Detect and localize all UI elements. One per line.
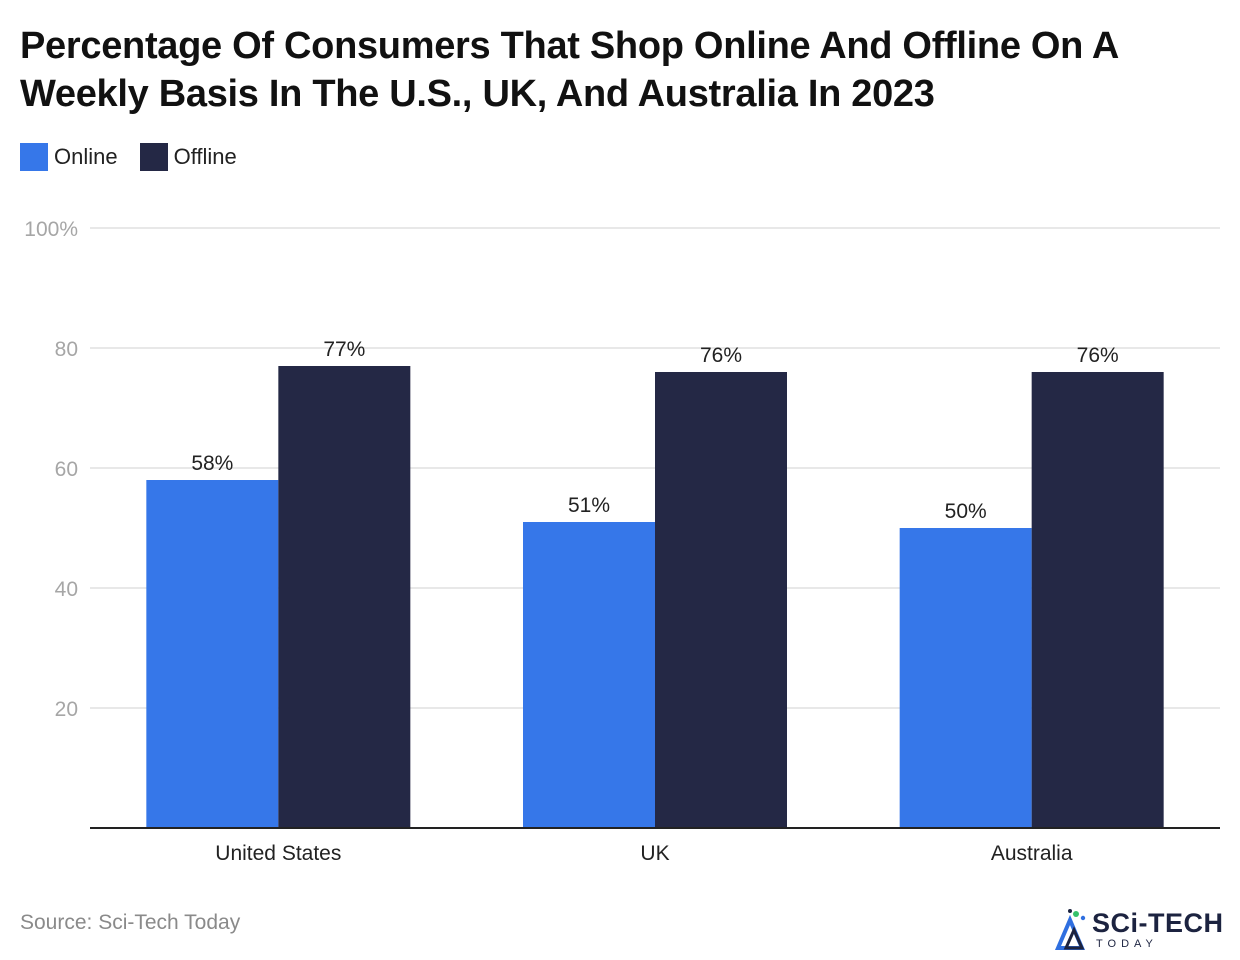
brand-logo: SCi-TECH TODAY (1052, 906, 1232, 956)
data-label: 76% (1077, 344, 1119, 367)
x-tick-label: United States (215, 842, 341, 865)
data-label: 58% (191, 452, 233, 475)
legend-item-online: Online (20, 143, 118, 171)
y-tick-label: 40 (55, 578, 78, 601)
logo-tagline: TODAY (1096, 938, 1158, 950)
bar-offline (278, 366, 411, 828)
bar-offline (655, 372, 787, 828)
bar-offline (1031, 372, 1164, 828)
y-tick-label: 20 (55, 698, 78, 721)
legend-swatch-online (20, 143, 48, 171)
data-label: 51% (568, 494, 610, 517)
legend-item-offline: Offline (139, 143, 237, 171)
chart-title: Percentage Of Consumers That Shop Online… (20, 25, 1118, 115)
y-tick-label: 60 (55, 458, 78, 481)
bar-online (899, 528, 1032, 828)
legend: Online Offline (20, 143, 259, 171)
bar-online (146, 480, 279, 828)
data-label: 76% (700, 344, 742, 367)
y-tick-label: 100% (24, 218, 78, 241)
source-note: Source: Sci-Tech Today (20, 911, 241, 934)
legend-label-online: Online (54, 144, 118, 169)
legend-swatch-offline (139, 143, 168, 171)
x-tick-label: UK (640, 842, 669, 865)
data-label: 50% (945, 500, 987, 523)
data-label: 77% (323, 338, 365, 361)
x-tick-label: Australia (991, 842, 1073, 865)
logo-wordmark: SCi-TECH (1092, 908, 1224, 938)
bar-online (523, 522, 655, 828)
legend-label-offline: Offline (173, 144, 237, 169)
logo-icon (1054, 909, 1086, 950)
bar-chart: 20 40 60 80 100% 58% 77% United States 51% 76% UK 5… (24, 218, 1220, 865)
y-tick-label: 80 (55, 338, 78, 361)
